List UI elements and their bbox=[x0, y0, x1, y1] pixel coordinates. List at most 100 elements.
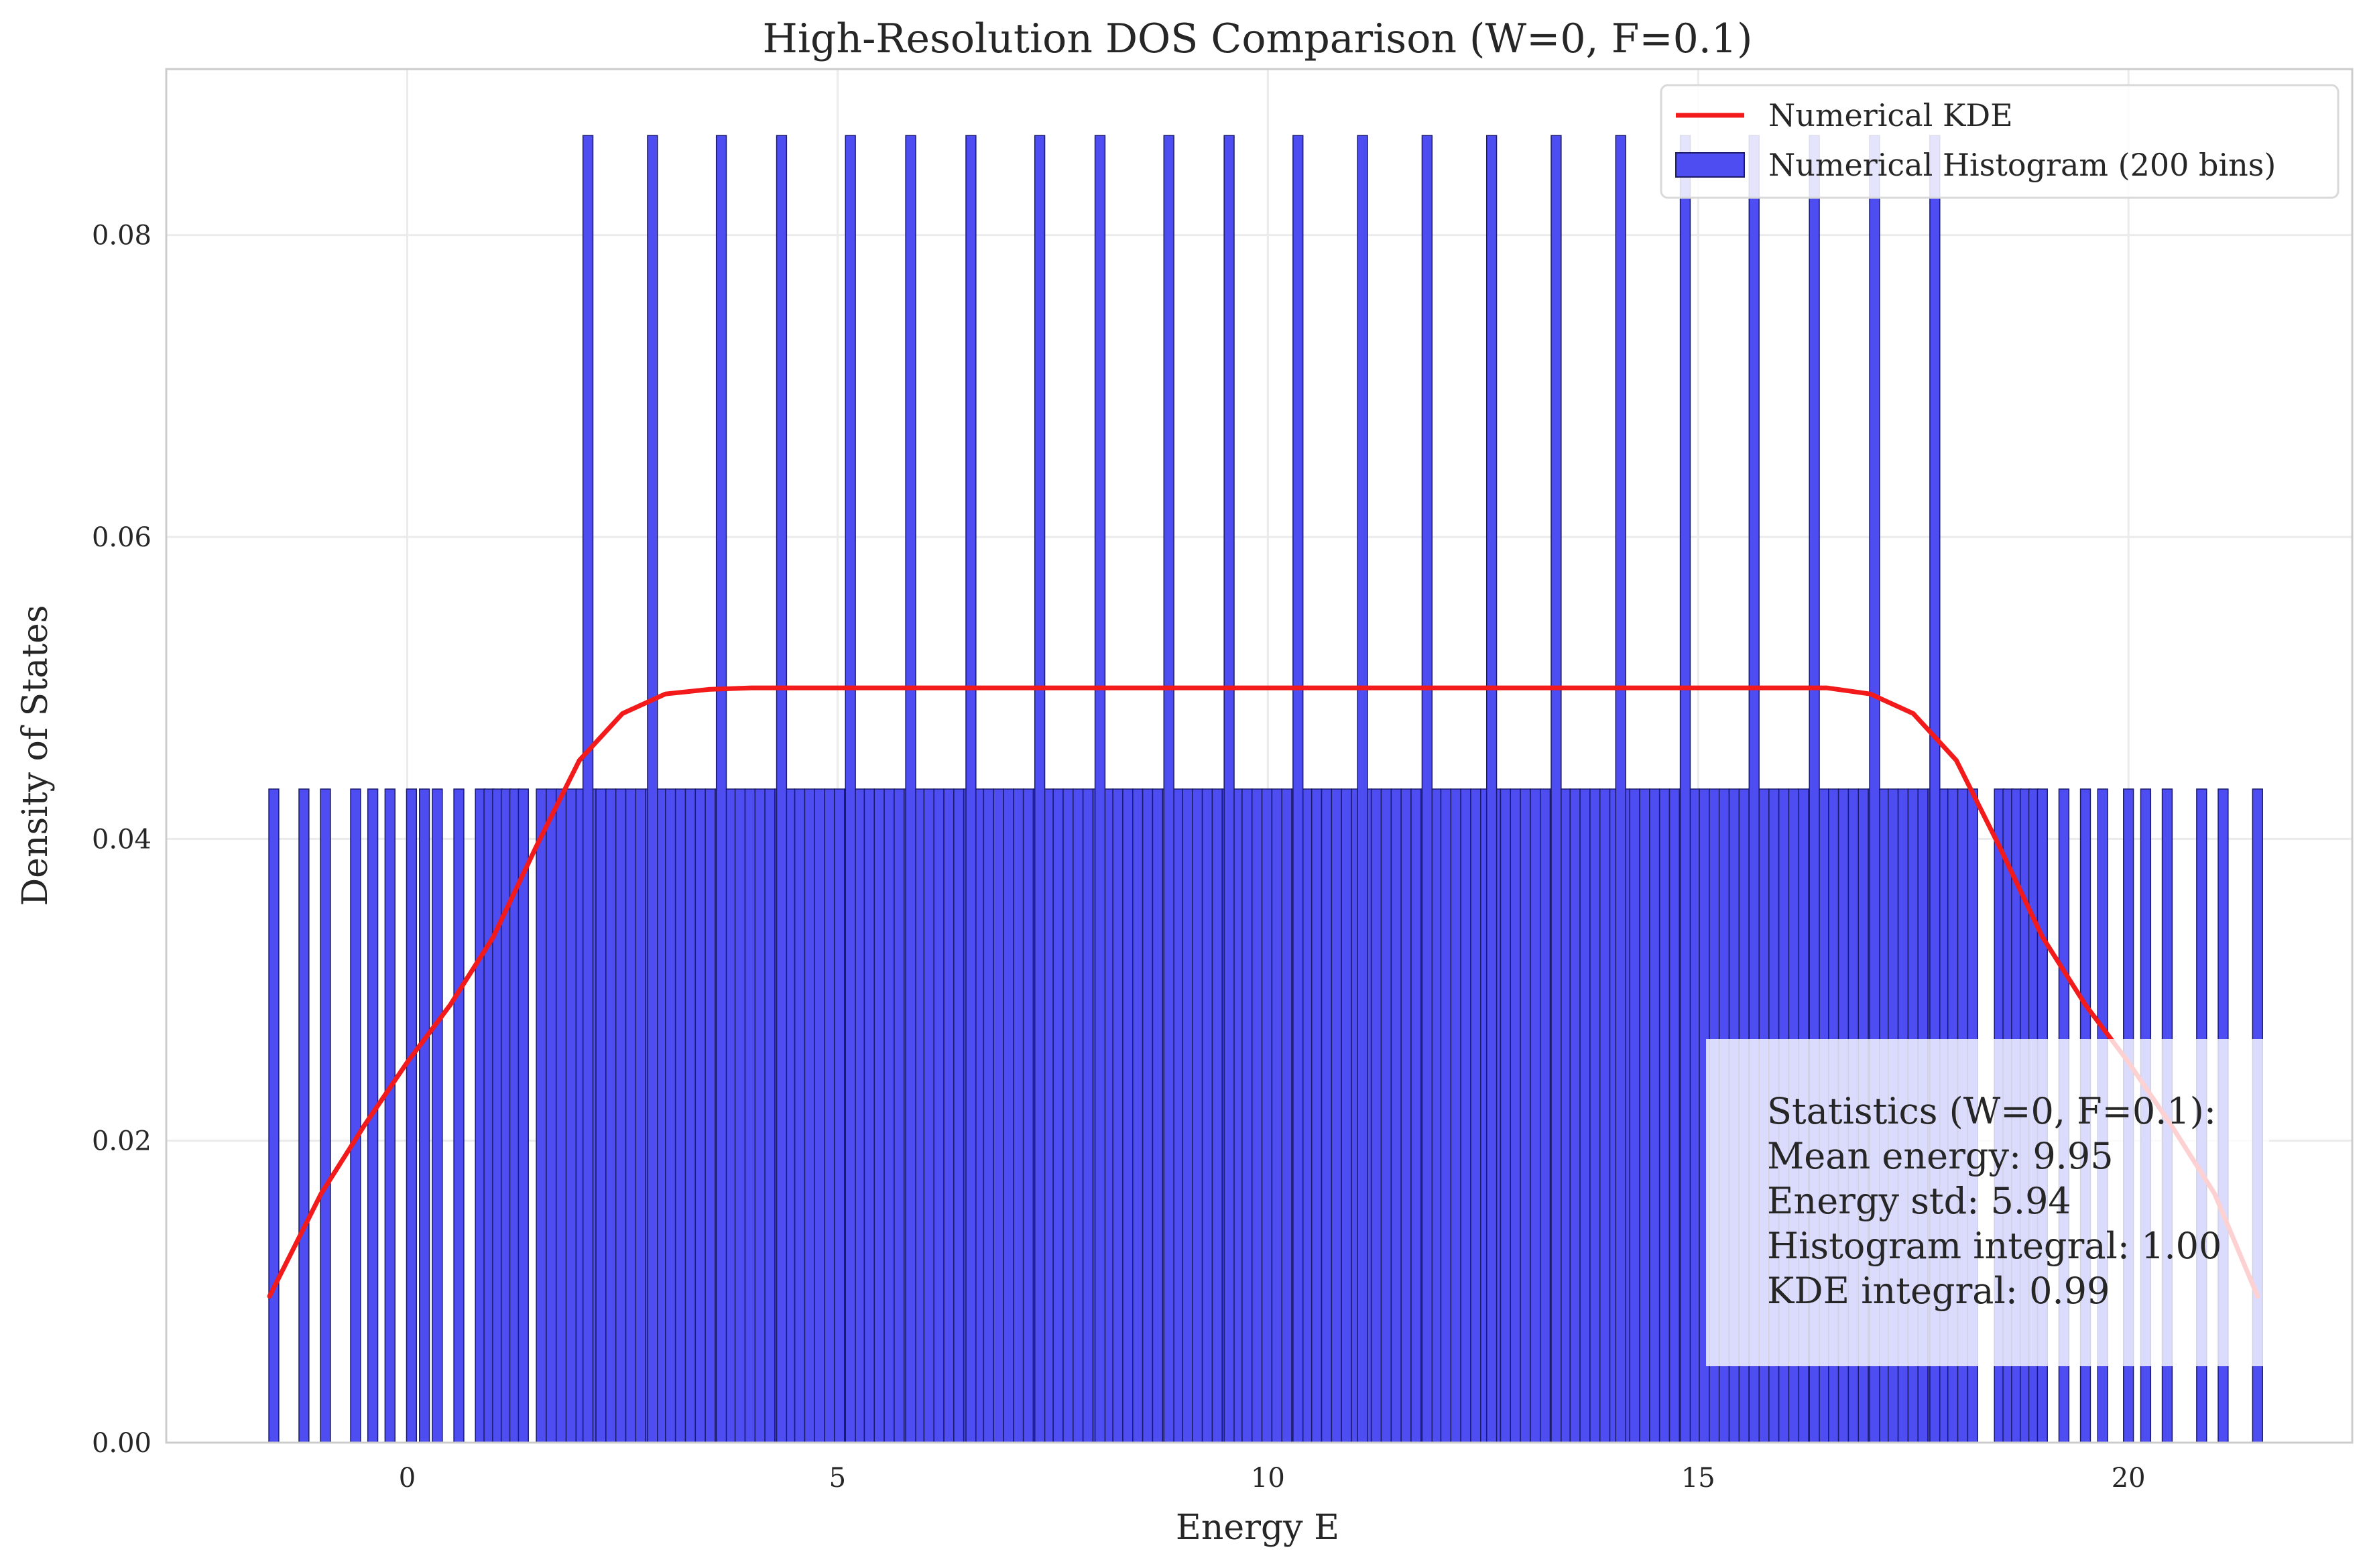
histogram-bar bbox=[1520, 788, 1531, 1443]
statistics-line: Statistics (W=0, F=0.1): bbox=[1767, 1090, 2216, 1132]
histogram-bar bbox=[1211, 788, 1223, 1443]
histogram-bar bbox=[1191, 788, 1203, 1443]
histogram-bar bbox=[605, 788, 617, 1443]
histogram-bar bbox=[1341, 788, 1352, 1443]
histogram-bar bbox=[1460, 788, 1471, 1443]
histogram-bar bbox=[943, 788, 955, 1443]
histogram-bar bbox=[1380, 788, 1392, 1443]
histogram-bar-tall bbox=[582, 135, 594, 1443]
statistics-box-background bbox=[1706, 1039, 2269, 1366]
histogram-bar bbox=[384, 788, 396, 1443]
histogram-bar-tall bbox=[1551, 135, 1562, 1443]
y-tick-label: 0.04 bbox=[92, 824, 151, 855]
histogram-bar bbox=[565, 788, 577, 1443]
histogram-bar bbox=[595, 788, 607, 1443]
histogram-bar bbox=[674, 788, 686, 1443]
histogram-bar-tall bbox=[845, 135, 856, 1443]
histogram-bar bbox=[1470, 788, 1481, 1443]
histogram-bar bbox=[1370, 788, 1382, 1443]
histogram-bar bbox=[754, 788, 766, 1443]
histogram-bar bbox=[555, 788, 567, 1443]
statistics-line: Energy std: 5.94 bbox=[1767, 1180, 2071, 1222]
histogram-bar bbox=[298, 788, 310, 1443]
histogram-bar bbox=[453, 788, 465, 1443]
statistics-box: Statistics (W=0, F=0.1): Mean energy: 9.… bbox=[1706, 1039, 2269, 1366]
histogram-bar bbox=[1629, 788, 1640, 1443]
histogram-bar bbox=[1022, 788, 1034, 1443]
histogram-bar bbox=[804, 788, 816, 1443]
histogram-bar-tall bbox=[1094, 135, 1106, 1443]
histogram-bar-tall bbox=[1163, 135, 1174, 1443]
legend-kde-label: Numerical KDE bbox=[1768, 97, 2013, 133]
histogram-bar-tall bbox=[1034, 135, 1046, 1443]
histogram-bar bbox=[665, 788, 676, 1443]
histogram-bar bbox=[1132, 788, 1144, 1443]
tick-labels: 0 5 10 15 20 0.00 0.02 0.04 0.06 0.08 bbox=[92, 221, 2146, 1494]
y-tick-label: 0.08 bbox=[92, 221, 151, 251]
histogram-bar bbox=[1649, 788, 1660, 1443]
histogram-bar bbox=[406, 788, 418, 1443]
histogram-bar bbox=[1658, 788, 1670, 1443]
histogram-bar bbox=[1569, 788, 1581, 1443]
histogram-bar bbox=[1331, 788, 1342, 1443]
x-axis-label: Energy E bbox=[1176, 1508, 1339, 1548]
histogram-bar bbox=[546, 788, 557, 1443]
histogram-bar-tall bbox=[715, 135, 727, 1443]
x-tick-label: 0 bbox=[399, 1463, 416, 1494]
histogram-bar-tall bbox=[1485, 135, 1498, 1443]
histogram-bar bbox=[1251, 788, 1263, 1443]
histogram-bar bbox=[1182, 788, 1193, 1443]
histogram-bar bbox=[1152, 788, 1164, 1443]
legend: Numerical KDE Numerical Histogram (200 b… bbox=[1660, 84, 2339, 199]
histogram-bar bbox=[863, 788, 875, 1443]
histogram-bar bbox=[1689, 788, 1700, 1443]
histogram-bar bbox=[1003, 788, 1014, 1443]
histogram-bar bbox=[1142, 788, 1154, 1443]
histogram-bar bbox=[518, 788, 529, 1443]
histogram-bar bbox=[684, 788, 696, 1443]
histogram-bar bbox=[1321, 788, 1333, 1443]
histogram-bar bbox=[418, 788, 430, 1443]
histogram-bar bbox=[1400, 788, 1412, 1443]
y-tick-label: 0.06 bbox=[92, 522, 151, 553]
histogram-bar bbox=[350, 788, 361, 1443]
y-tick-label: 0.00 bbox=[92, 1428, 151, 1459]
histogram-bar bbox=[1599, 788, 1611, 1443]
histogram-bar bbox=[694, 788, 706, 1443]
histogram-bar bbox=[1390, 788, 1402, 1443]
histogram-bar bbox=[1500, 788, 1512, 1443]
x-tick-label: 15 bbox=[1681, 1463, 1715, 1494]
histogram-bar bbox=[1082, 788, 1094, 1443]
histogram-bar bbox=[764, 788, 776, 1443]
histogram-bar bbox=[268, 788, 280, 1443]
histogram-bar-tall bbox=[1679, 135, 1691, 1443]
histogram-bar bbox=[884, 788, 895, 1443]
legend-frame bbox=[1660, 84, 2339, 199]
x-tick-label: 5 bbox=[829, 1463, 846, 1494]
histogram-bar bbox=[1112, 788, 1123, 1443]
statistics-line: Mean energy: 9.95 bbox=[1767, 1135, 2114, 1177]
histogram-bar bbox=[1589, 788, 1601, 1443]
histogram-bar bbox=[1073, 788, 1084, 1443]
histogram-bar bbox=[794, 788, 806, 1443]
histogram-bar bbox=[1530, 788, 1541, 1443]
histogram-bar-tall bbox=[965, 135, 977, 1443]
histogram-bar bbox=[1013, 788, 1024, 1443]
statistics-line: KDE integral: 0.99 bbox=[1767, 1270, 2110, 1312]
histogram-bar bbox=[705, 788, 716, 1443]
histogram-bar bbox=[983, 788, 994, 1443]
histogram-bar bbox=[1122, 788, 1134, 1443]
histogram-bar-tall bbox=[647, 135, 658, 1443]
x-tick-label: 10 bbox=[1251, 1463, 1285, 1494]
histogram-bar bbox=[1559, 788, 1571, 1443]
histogram-bar bbox=[1281, 788, 1292, 1443]
histogram-bar bbox=[1539, 788, 1551, 1443]
histogram-bar bbox=[635, 788, 646, 1443]
histogram-bar-tall bbox=[1615, 135, 1626, 1443]
histogram-bar bbox=[536, 788, 547, 1443]
histogram-bar bbox=[894, 788, 905, 1443]
histogram-bar bbox=[432, 788, 443, 1443]
histogram-bar-tall bbox=[1421, 135, 1433, 1443]
y-axis-label: Density of States bbox=[15, 605, 56, 906]
